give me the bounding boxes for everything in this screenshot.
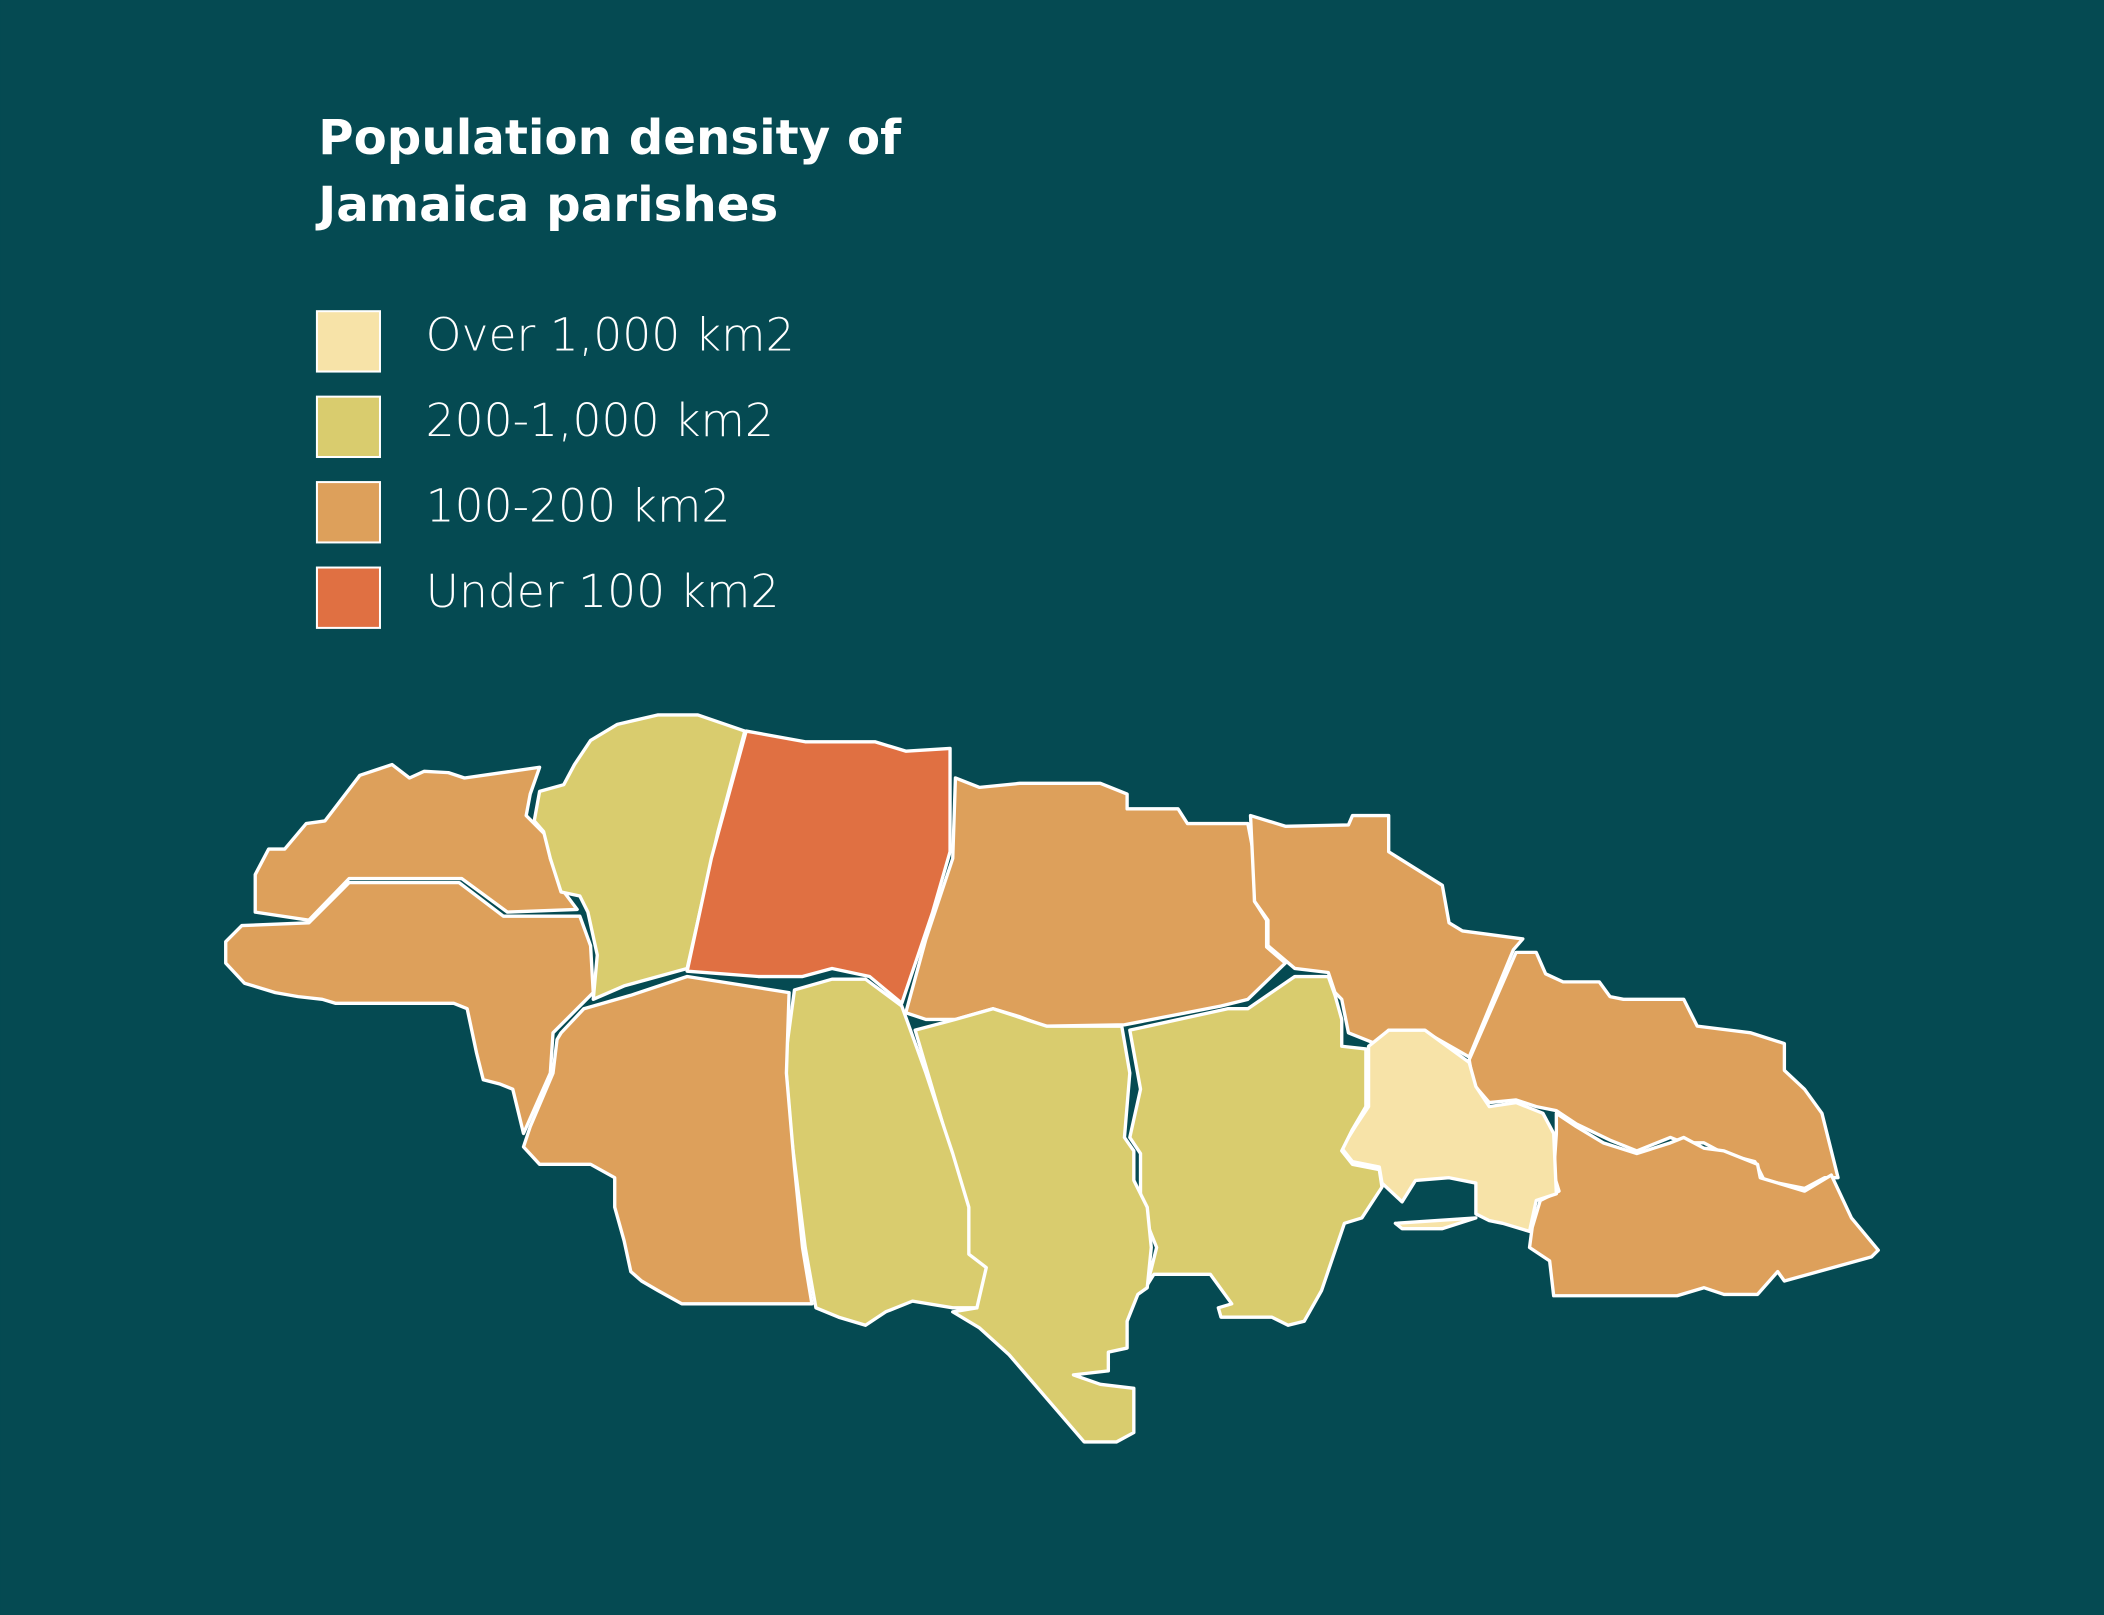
legend-swatch [315, 310, 381, 373]
parishes [224, 713, 1880, 1444]
parish [1527, 1111, 1880, 1298]
parish [1467, 950, 1840, 1191]
title-line: Jamaica parishes [315, 177, 778, 233]
parish [253, 762, 579, 922]
legend-label: Over 1,000 km2 [426, 309, 795, 362]
legend: Over 1,000 km2 200-1,000 km2 100-200 km2 Un… [315, 309, 795, 629]
legend-label: 200-1,000 km2 [426, 394, 774, 447]
parish [783, 977, 988, 1327]
legend-label: Under 100 km2 [426, 565, 780, 618]
parish [1393, 1216, 1478, 1231]
parish [685, 729, 952, 1006]
legend-swatch [315, 395, 381, 459]
parish [224, 880, 595, 1136]
title-line: Population density of [318, 110, 902, 166]
legend-label: 100-200 km2 [426, 479, 731, 532]
parish [1340, 1028, 1559, 1234]
legend-swatch [315, 566, 381, 629]
parish [1128, 974, 1384, 1327]
legend-swatch [315, 481, 381, 544]
parish [904, 776, 1288, 1028]
parish [521, 974, 814, 1306]
